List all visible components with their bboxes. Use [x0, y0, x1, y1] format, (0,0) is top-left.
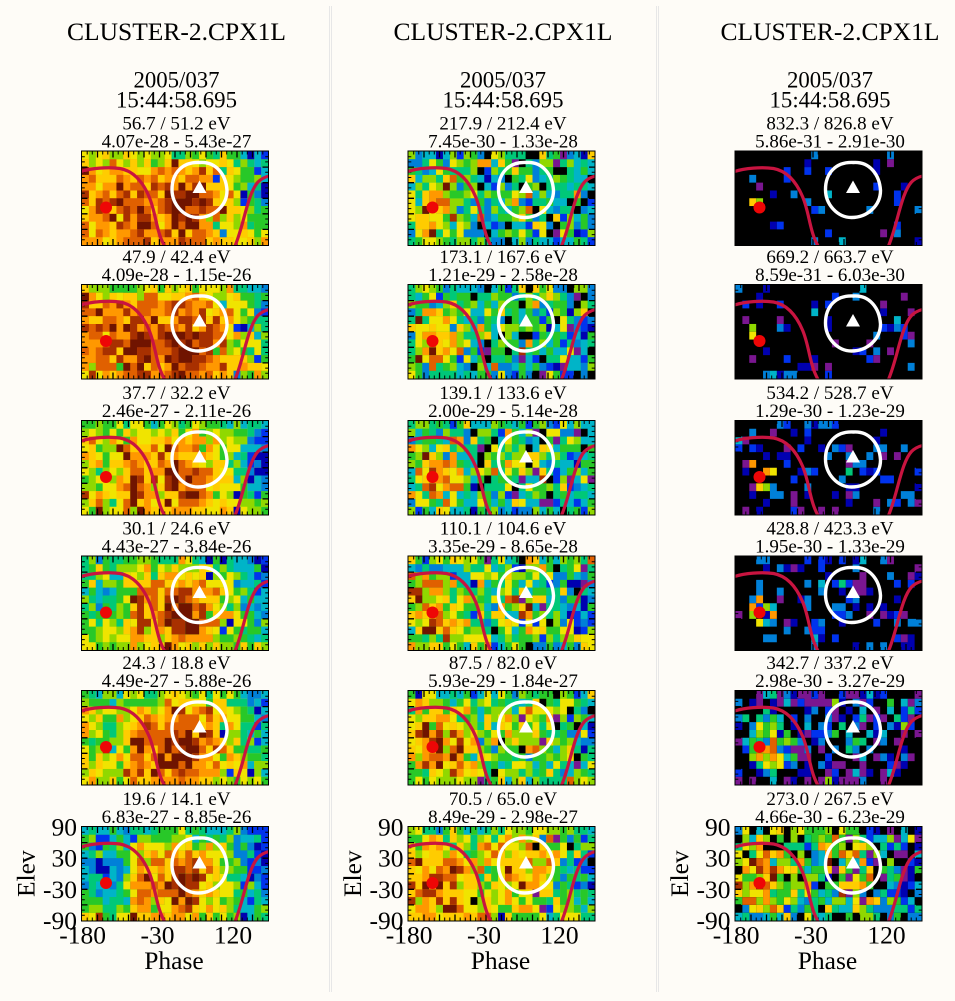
svg-text:832.3 / 826.8 eV: 832.3 / 826.8 eV: [766, 114, 893, 135]
svg-text:Phase: Phase: [144, 946, 204, 975]
svg-text:4.49e-27 - 5.88e-26: 4.49e-27 - 5.88e-26: [102, 671, 252, 692]
svg-text:2005/037: 2005/037: [460, 68, 546, 93]
svg-text:90: 90: [705, 813, 731, 842]
svg-text:6.83e-27 - 8.85e-26: 6.83e-27 - 8.85e-26: [102, 807, 252, 828]
svg-text:139.1 / 133.6 eV: 139.1 / 133.6 eV: [439, 383, 566, 404]
svg-text:-180: -180: [59, 921, 106, 950]
svg-text:1.29e-30 - 1.23e-29: 1.29e-30 - 1.23e-29: [755, 401, 905, 422]
svg-text:4.07e-28 - 5.43e-27: 4.07e-28 - 5.43e-27: [102, 131, 252, 152]
svg-text:CLUSTER-2.CPX1L: CLUSTER-2.CPX1L: [394, 17, 613, 46]
svg-text:Elev: Elev: [665, 850, 694, 897]
svg-text:37.7 / 32.2 eV: 37.7 / 32.2 eV: [122, 383, 230, 404]
svg-text:1.21e-29 - 2.58e-28: 1.21e-29 - 2.58e-28: [428, 265, 578, 286]
svg-text:2.46e-27 - 2.11e-26: 2.46e-27 - 2.11e-26: [102, 401, 251, 422]
svg-text:4.43e-27 - 3.84e-26: 4.43e-27 - 3.84e-26: [102, 536, 252, 557]
svg-text:120: 120: [867, 921, 905, 950]
svg-text:70.5 / 65.0 eV: 70.5 / 65.0 eV: [449, 789, 557, 810]
svg-text:15:44:58.695: 15:44:58.695: [116, 87, 237, 112]
svg-text:4.66e-30 - 6.23e-29: 4.66e-30 - 6.23e-29: [755, 807, 905, 828]
svg-text:669.2 / 663.7 eV: 669.2 / 663.7 eV: [766, 247, 893, 268]
svg-text:342.7 / 337.2 eV: 342.7 / 337.2 eV: [766, 653, 893, 674]
svg-text:-30: -30: [467, 921, 501, 950]
svg-text:CLUSTER-2.CPX1L: CLUSTER-2.CPX1L: [721, 17, 940, 46]
svg-text:CLUSTER-2.CPX1L: CLUSTER-2.CPX1L: [67, 17, 286, 46]
svg-text:30: 30: [378, 844, 404, 873]
svg-text:173.1 / 167.6 eV: 173.1 / 167.6 eV: [439, 247, 566, 268]
svg-text:-30: -30: [370, 875, 404, 904]
svg-text:-30: -30: [141, 921, 175, 950]
svg-text:-180: -180: [713, 921, 760, 950]
svg-text:19.6 / 14.1 eV: 19.6 / 14.1 eV: [122, 789, 230, 810]
svg-text:5.86e-31 - 2.91e-30: 5.86e-31 - 2.91e-30: [755, 131, 905, 152]
svg-text:5.93e-29 - 1.84e-27: 5.93e-29 - 1.84e-27: [428, 671, 578, 692]
svg-text:-90: -90: [370, 906, 404, 935]
svg-text:110.1 / 104.6 eV: 110.1 / 104.6 eV: [440, 519, 567, 540]
svg-text:428.8 / 423.3 eV: 428.8 / 423.3 eV: [766, 519, 893, 540]
svg-text:8.59e-31 - 6.03e-30: 8.59e-31 - 6.03e-30: [755, 265, 905, 286]
svg-text:1.95e-30 - 1.33e-29: 1.95e-30 - 1.33e-29: [755, 536, 905, 557]
svg-text:3.35e-29 - 8.65e-28: 3.35e-29 - 8.65e-28: [428, 536, 578, 557]
svg-text:Phase: Phase: [471, 946, 531, 975]
svg-text:120: 120: [214, 921, 252, 950]
svg-text:24.3 / 18.8 eV: 24.3 / 18.8 eV: [122, 653, 230, 674]
svg-text:90: 90: [52, 813, 78, 842]
svg-text:2.98e-30 - 3.27e-29: 2.98e-30 - 3.27e-29: [755, 671, 905, 692]
svg-text:7.45e-30 - 1.33e-28: 7.45e-30 - 1.33e-28: [428, 131, 578, 152]
svg-text:47.9 / 42.4 eV: 47.9 / 42.4 eV: [122, 247, 230, 268]
svg-text:4.09e-28 - 1.15e-26: 4.09e-28 - 1.15e-26: [102, 265, 252, 286]
svg-text:-30: -30: [794, 921, 828, 950]
svg-text:Phase: Phase: [798, 946, 858, 975]
svg-text:Elev: Elev: [12, 850, 41, 897]
svg-text:90: 90: [378, 813, 404, 842]
svg-text:-30: -30: [43, 875, 77, 904]
svg-text:30: 30: [705, 844, 731, 873]
svg-text:8.49e-29 - 2.98e-27: 8.49e-29 - 2.98e-27: [428, 807, 578, 828]
svg-text:30.1 / 24.6 eV: 30.1 / 24.6 eV: [122, 519, 230, 540]
svg-text:2.00e-29 - 5.14e-28: 2.00e-29 - 5.14e-28: [428, 401, 578, 422]
svg-text:-90: -90: [697, 906, 731, 935]
svg-text:-180: -180: [386, 921, 433, 950]
svg-text:15:44:58.695: 15:44:58.695: [770, 87, 891, 112]
svg-text:120: 120: [540, 921, 578, 950]
svg-text:-30: -30: [697, 875, 731, 904]
svg-text:Elev: Elev: [338, 850, 367, 897]
svg-text:2005/037: 2005/037: [787, 68, 873, 93]
svg-text:2005/037: 2005/037: [133, 68, 219, 93]
svg-text:534.2 / 528.7 eV: 534.2 / 528.7 eV: [766, 383, 893, 404]
svg-text:273.0 / 267.5 eV: 273.0 / 267.5 eV: [766, 789, 893, 810]
svg-text:-90: -90: [43, 906, 77, 935]
svg-text:15:44:58.695: 15:44:58.695: [443, 87, 564, 112]
svg-text:30: 30: [52, 844, 78, 873]
svg-text:56.7 / 51.2 eV: 56.7 / 51.2 eV: [122, 114, 230, 135]
svg-text:217.9 / 212.4 eV: 217.9 / 212.4 eV: [439, 114, 566, 135]
svg-text:87.5 / 82.0 eV: 87.5 / 82.0 eV: [449, 653, 557, 674]
